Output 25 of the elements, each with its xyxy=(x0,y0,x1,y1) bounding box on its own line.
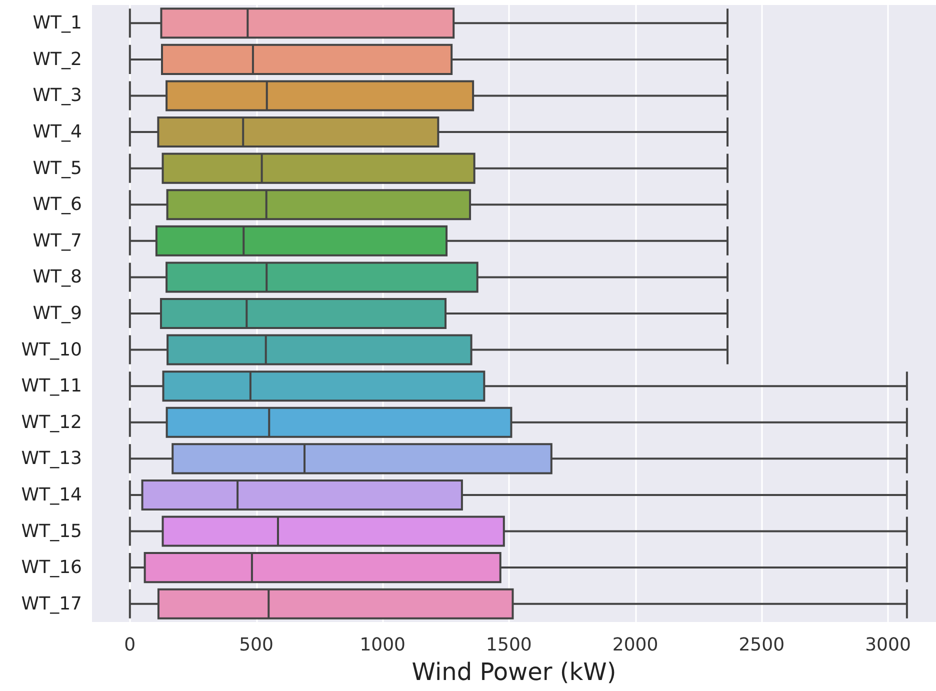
y-tick-label: WT_1 xyxy=(32,12,82,34)
x-tick-label: 1500 xyxy=(486,634,532,656)
x-tick-label: 2000 xyxy=(612,634,658,656)
y-tick-label: WT_2 xyxy=(32,48,82,70)
y-tick-label: WT_11 xyxy=(21,376,82,397)
y-tick-label: WT_3 xyxy=(32,85,82,106)
y-tick-label: WT_7 xyxy=(32,230,82,252)
y-tick-label: WT_10 xyxy=(21,339,82,360)
x-tick-label: 500 xyxy=(239,634,274,656)
x-tick-label: 3000 xyxy=(865,634,911,656)
y-tick-label: WT_5 xyxy=(32,158,82,179)
y-tick-label: WT_17 xyxy=(21,593,82,614)
x-tick-label: 0 xyxy=(124,634,136,656)
y-tick-label: WT_13 xyxy=(21,448,82,470)
x-tick-label: 2500 xyxy=(738,634,785,656)
y-tick-label: WT_12 xyxy=(21,412,82,433)
y-tick-label: WT_6 xyxy=(32,194,82,216)
y-tick-label: WT_9 xyxy=(32,303,82,324)
x-tick-label: 1000 xyxy=(360,634,406,656)
y-tick-label: WT_15 xyxy=(21,520,82,542)
y-tick-label: WT_4 xyxy=(32,122,82,143)
y-tick-label: WT_16 xyxy=(21,557,82,578)
y-tick-label: WT_14 xyxy=(21,484,82,506)
y-tick-label: WT_8 xyxy=(32,266,82,288)
x-axis-title: Wind Power (kW) xyxy=(412,658,616,686)
